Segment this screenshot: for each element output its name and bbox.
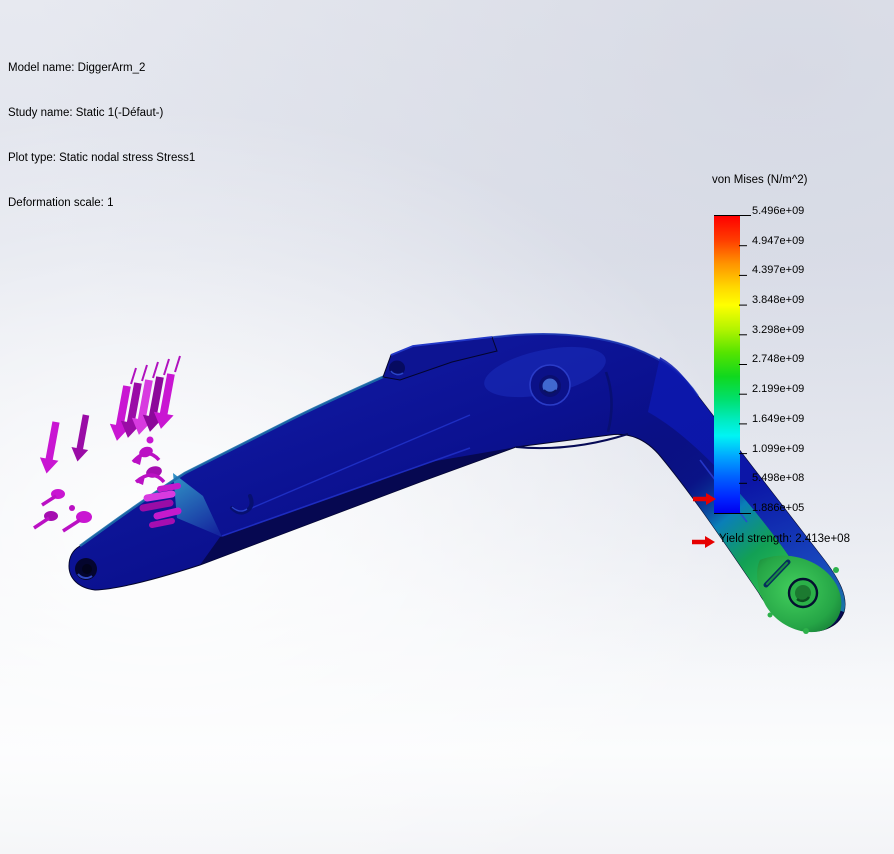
force-arrow-pair-icon [39,414,90,474]
load-symbols [33,355,182,533]
scale-label: 3.848e+09 [752,294,805,306]
beam-slot-highlight [231,506,248,512]
bracket-edge-highlight [390,336,493,356]
scale-label: 2.199e+09 [752,383,805,395]
scale-label: 5.496e+09 [752,205,805,217]
scale-label: 1.099e+09 [752,443,805,455]
scale-label: 1.649e+09 [752,413,805,425]
stress-legend-graphics [692,215,751,548]
beam-rib [246,414,471,511]
color-scale-bar [714,216,740,513]
pin-symbol-icon [33,489,92,533]
plot-type-line: Plot type: Static nodal stress Stress1 [8,152,196,164]
scale-label: 4.947e+09 [752,235,805,247]
force-arrow-group-icon [109,355,181,441]
stress-speck [803,628,809,634]
digger-arm-model [68,333,846,634]
yield-label-arrow-icon [692,536,715,548]
legend-title: von Mises (N/m^2) [712,174,808,186]
knee-groove [604,371,613,433]
plot-info-block: Model name: DiggerArm_2 Study name: Stat… [8,31,195,241]
leg-slot-inner [766,562,788,585]
bracket-hole [389,360,405,376]
bracket-hole-rim [390,370,404,376]
scale-label: 4.397e+09 [752,264,805,276]
tip-bore-shadow [796,596,811,603]
knee-under-crease [515,433,629,450]
study-name-line: Study name: Static 1(-Défaut-) [8,107,164,119]
knee-hole-shadow [543,389,557,394]
left-pin-bore [82,564,92,574]
scale-ticks [714,215,751,514]
beam-slot [230,494,254,515]
scale-label: 5.498e+08 [752,472,805,484]
beam-end-face [173,473,222,537]
beam-crease [221,447,471,537]
bearing-load-icon [139,483,182,528]
model-name-line: Model name: DiggerArm_2 [8,62,146,74]
scale-label: 1.886e+05 [752,502,805,514]
stress-speck [833,567,839,573]
knee-hole [542,378,558,394]
tip-bore-hole [795,585,811,601]
left-pin-rim [77,573,93,579]
deformation-scale-line: Deformation scale: 1 [8,197,114,209]
stress-speck [767,612,773,618]
scale-label: 2.748e+09 [752,353,805,365]
scale-label: 3.298e+09 [752,324,805,336]
moment-symbol-icon [131,436,166,485]
leg-outer-face [648,357,846,612]
yield-strength-annotation: Yield strength: 2.413e+08 [719,533,850,545]
